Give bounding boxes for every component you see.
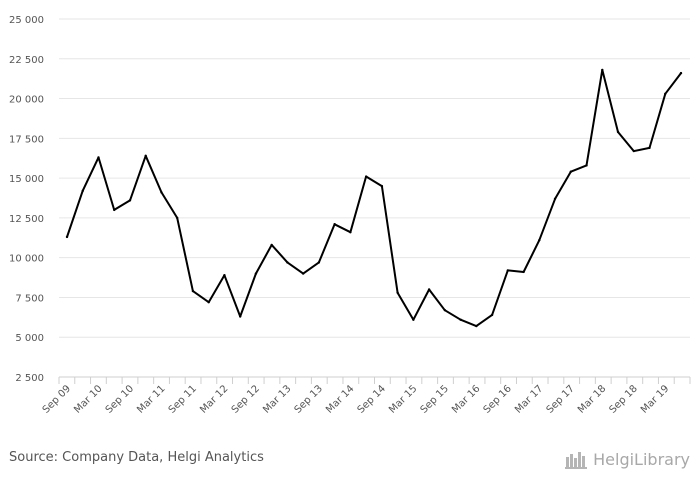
data-point [506,269,510,272]
brand-logo: HelgiLibrary [565,449,690,469]
data-point [459,318,462,321]
data-point [81,189,84,193]
data-point [553,197,557,200]
data-point [679,71,683,75]
data-point [207,301,210,304]
x-tick-label: Sep 10 [104,383,136,415]
data-point [427,288,431,291]
data-point [191,289,195,293]
x-tick-label: Mar 13 [261,383,293,415]
y-tick-label: 17 500 [9,134,44,145]
data-point [648,146,651,150]
data-point [522,270,525,274]
x-tick-label: Mar 17 [513,383,545,415]
data-point [380,184,384,188]
x-tick-label: Mar 16 [450,383,482,415]
y-tick-label: 12 500 [9,214,44,225]
data-point [396,291,399,294]
x-tick-label: Mar 10 [72,383,104,415]
data-point [443,308,447,312]
library-icon [565,452,588,469]
y-tick-label: 22 500 [9,55,44,66]
data-point [238,315,242,318]
y-tick-label: 10 000 [9,254,44,265]
data-point [317,261,321,264]
y-tick-label: 25 000 [9,15,44,26]
x-tick-label: Mar 11 [135,383,167,415]
x-axis-ticks: Sep 09 Mar 10 Sep 10 Mar 11 Sep 11 Mar 12 Sep … [41,377,691,416]
x-tick-label: Sep 12 [230,383,262,415]
data-point [569,170,572,173]
y-tick-label: 7 500 [15,293,44,304]
x-tick-label: Sep 13 [293,383,325,415]
data-point [301,272,305,275]
data-point [270,243,273,247]
data-point [333,223,336,226]
data-point [349,231,352,234]
data-point [176,216,179,220]
x-tick-label: Mar 18 [576,383,608,415]
data-point [490,313,494,317]
y-tick-label: 2 500 [15,373,44,384]
x-tick-label: Sep 15 [419,383,451,415]
data-point [601,68,604,72]
source-note: Source: Company Data, Helgi Analytics [9,450,264,465]
y-axis-ticks: 25 000 22 500 20 000 17 500 15 000 12 500 10 0… [9,15,44,384]
data-point [585,164,588,167]
line-chart: 25 000 22 500 20 000 17 500 15 000 12 500 10 0… [9,15,691,416]
y-tick-label: 15 000 [9,174,44,185]
data-point [128,199,132,202]
x-tick-label: Sep 11 [167,383,199,415]
data-point [632,149,635,153]
x-tick-label: Mar 14 [324,383,356,415]
data-point [538,238,541,242]
data-point [97,156,100,159]
y-tick-label: 20 000 [9,95,44,106]
x-tick-label: Sep 14 [356,383,388,415]
data-point [144,154,147,158]
data-points [65,68,683,328]
data-point [412,318,415,321]
x-tick-label: Sep 16 [482,383,514,415]
x-tick-label: Sep 18 [608,383,640,415]
x-tick-label: Mar 15 [387,383,419,415]
x-tick-label: Sep 17 [545,383,577,415]
x-tick-label: Mar 12 [198,383,230,415]
series-line [66,68,682,328]
data-point [113,208,116,212]
data-point [364,175,368,178]
data-point [286,261,289,264]
x-tick-label: Mar 19 [639,383,671,415]
data-point [475,324,478,328]
brand-name: HelgiLibrary [593,449,690,469]
data-point [616,130,620,134]
data-point [254,272,258,275]
data-point [160,191,163,194]
x-tick-label: Sep 09 [41,383,73,415]
gridlines [59,18,690,338]
y-tick-label: 5 000 [15,333,44,344]
data-point [223,273,226,277]
data-point [65,235,69,239]
data-point [664,92,667,95]
